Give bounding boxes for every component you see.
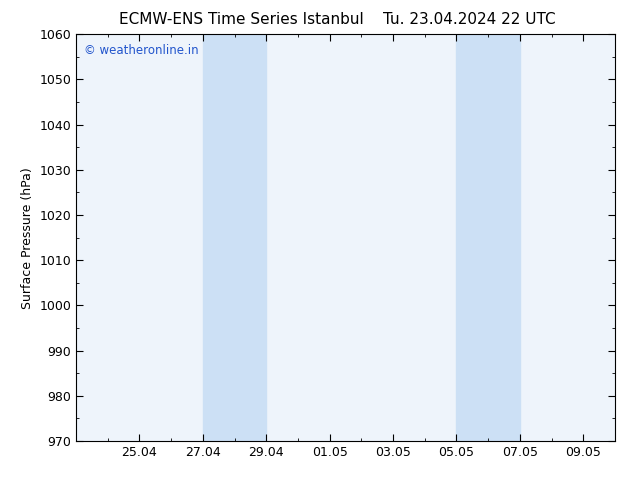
Text: © weatheronline.in: © weatheronline.in xyxy=(84,45,199,57)
Bar xyxy=(203,34,266,441)
Bar xyxy=(456,34,520,441)
Y-axis label: Surface Pressure (hPa): Surface Pressure (hPa) xyxy=(21,167,34,309)
Text: Tu. 23.04.2024 22 UTC: Tu. 23.04.2024 22 UTC xyxy=(383,12,555,27)
Text: ECMW-ENS Time Series Istanbul: ECMW-ENS Time Series Istanbul xyxy=(119,12,363,27)
